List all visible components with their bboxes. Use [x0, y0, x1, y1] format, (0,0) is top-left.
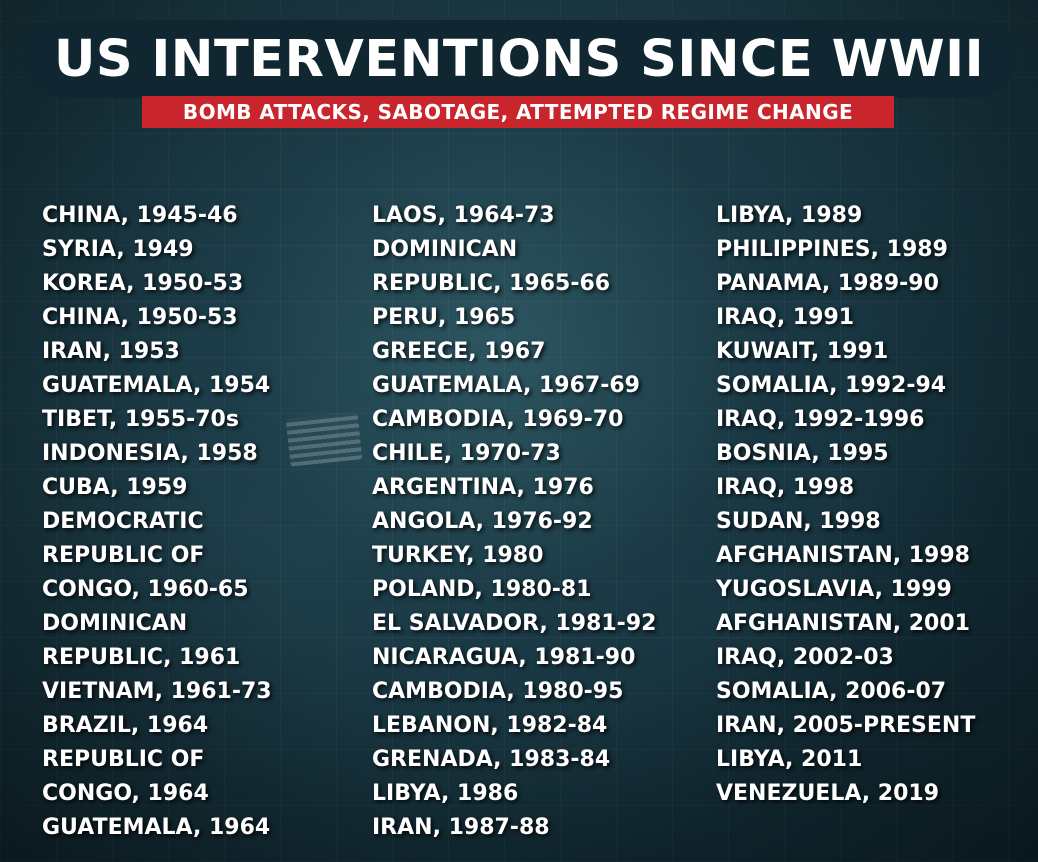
intervention-entry: GUATEMALA, 1954: [42, 373, 271, 398]
intervention-entry: IRAQ, 2002-03: [716, 645, 894, 670]
intervention-entry: AFGHANISTAN, 2001: [716, 611, 970, 636]
intervention-entry: VENEZUELA, 2019: [716, 781, 940, 806]
intervention-column-3: LIBYA, 1989 PHILIPPINES, 1989 PANAMA, 1989…: [716, 199, 975, 811]
intervention-entry: GUATEMALA, 1964: [42, 815, 271, 840]
intervention-entry: POLAND, 1980-81: [372, 577, 592, 602]
intervention-entry: NICARAGUA, 1981-90: [372, 645, 636, 670]
intervention-entry: LIBYA, 1986: [372, 781, 519, 806]
intervention-entry: DOMINICAN: [372, 237, 518, 262]
intervention-entry: LAOS, 1964-73: [372, 203, 555, 228]
intervention-entry: SYRIA, 1949: [42, 237, 194, 262]
page-subtitle: BOMB ATTACKS, SABOTAGE, ATTEMPTED REGIME…: [182, 100, 854, 124]
intervention-entry: BOSNIA, 1995: [716, 441, 889, 466]
intervention-entry: IRAN, 1987-88: [372, 815, 550, 840]
intervention-entry: IRAQ, 1992-1996: [716, 407, 925, 432]
intervention-entry: CONGO, 1964: [42, 781, 209, 806]
intervention-entry: CUBA, 1959: [42, 475, 188, 500]
intervention-entry: GRENADA, 1983-84: [372, 747, 611, 772]
intervention-entry: REPUBLIC OF: [42, 747, 205, 772]
intervention-entry: VIETNAM, 1961-73: [42, 679, 272, 704]
intervention-entry: DEMOCRATIC: [42, 509, 204, 534]
intervention-entry: EL SALVADOR, 1981-92: [372, 611, 657, 636]
intervention-entry: KOREA, 1950-53: [42, 271, 244, 296]
intervention-entry: BRAZIL, 1964: [42, 713, 209, 738]
intervention-entry: PANAMA, 1989-90: [716, 271, 939, 296]
intervention-entry: LIBYA, 1989: [716, 203, 863, 228]
intervention-entry: AFGHANISTAN, 1998: [716, 543, 970, 568]
intervention-entry: INDONESIA, 1958: [42, 441, 258, 466]
intervention-column-1: CHINA, 1945-46 SYRIA, 1949 KOREA, 1950-53 C…: [42, 199, 272, 845]
intervention-entry: PERU, 1965: [372, 305, 516, 330]
intervention-entry: GUATEMALA, 1967-69: [372, 373, 640, 398]
intervention-entry: REPUBLIC, 1961: [42, 645, 241, 670]
intervention-entry: YUGOSLAVIA, 1999: [716, 577, 952, 602]
intervention-entry: CHINA, 1945-46: [42, 203, 238, 228]
intervention-entry: LIBYA, 2011: [716, 747, 863, 772]
intervention-entry: KUWAIT, 1991: [716, 339, 889, 364]
intervention-entry: REPUBLIC, 1965-66: [372, 271, 611, 296]
intervention-entry: ANGOLA, 1976-92: [372, 509, 593, 534]
intervention-entry: REPUBLIC OF: [42, 543, 205, 568]
intervention-entry: CONGO, 1960-65: [42, 577, 249, 602]
intervention-entry: IRAN, 2005-PRESENT: [716, 713, 976, 738]
intervention-column-2: LAOS, 1964-73 DOMINICAN REPUBLIC, 1965-66 P…: [372, 199, 656, 845]
intervention-entry: IRAN, 1953: [42, 339, 180, 364]
intervention-entry: ARGENTINA, 1976: [372, 475, 594, 500]
intervention-entry: CHILE, 1970-73: [372, 441, 561, 466]
intervention-entry: IRAQ, 1998: [716, 475, 855, 500]
intervention-entry: SOMALIA, 1992-94: [716, 373, 947, 398]
intervention-entry: SUDAN, 1998: [716, 509, 881, 534]
intervention-entry: LEBANON, 1982-84: [372, 713, 608, 738]
intervention-entry: CAMBODIA, 1980-95: [372, 679, 624, 704]
intervention-entry: TIBET, 1955-70s: [42, 407, 239, 432]
subtitle-banner: BOMB ATTACKS, SABOTAGE, ATTEMPTED REGIME…: [142, 96, 894, 128]
intervention-entry: TURKEY, 1980: [372, 543, 544, 568]
intervention-entry: PHILIPPINES, 1989: [716, 237, 948, 262]
page-title: US INTERVENTIONS SINCE WWII: [53, 29, 985, 89]
intervention-entry: SOMALIA, 2006-07: [716, 679, 947, 704]
intervention-entry: IRAQ, 1991: [716, 305, 855, 330]
intervention-entry: CHINA, 1950-53: [42, 305, 238, 330]
intervention-entry: DOMINICAN: [42, 611, 188, 636]
intervention-entry: GREECE, 1967: [372, 339, 546, 364]
title-banner: US INTERVENTIONS SINCE WWII: [22, 20, 1016, 98]
intervention-entry: CAMBODIA, 1969-70: [372, 407, 624, 432]
